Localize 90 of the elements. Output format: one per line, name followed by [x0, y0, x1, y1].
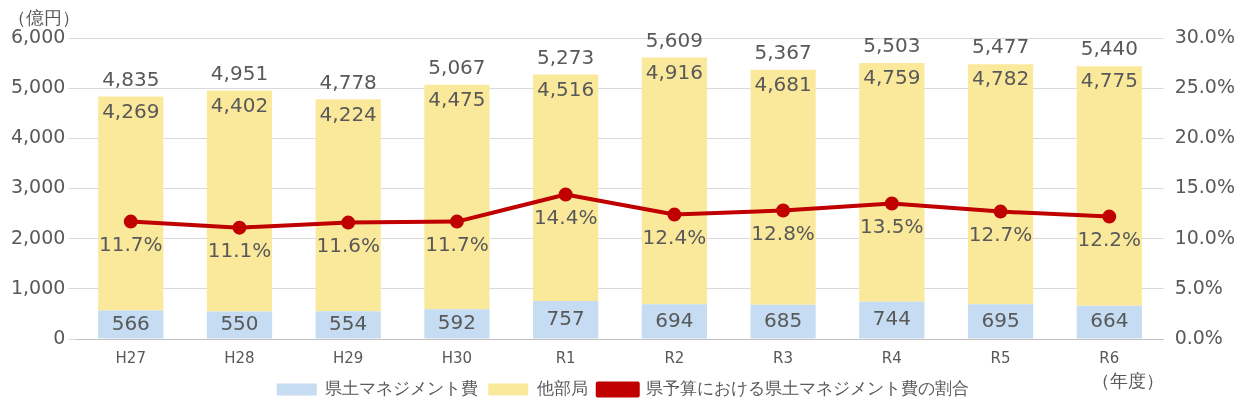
total-label: 5,067	[428, 55, 486, 80]
data-label: 4,224	[319, 101, 377, 126]
data-label: 4,759	[863, 65, 921, 90]
point	[232, 220, 247, 235]
data-label: 694	[655, 307, 694, 332]
x-tick-label: R6	[1099, 348, 1120, 367]
total-label: 5,609	[645, 27, 704, 52]
bar	[98, 96, 164, 311]
y2-tick-label: 30.0%	[1174, 24, 1235, 47]
total-label: 5,440	[1080, 36, 1138, 61]
y2-tick-label: 0.0%	[1174, 325, 1223, 348]
bar	[859, 301, 925, 339]
bar	[206, 90, 273, 312]
x-tick-label: R1	[555, 348, 576, 367]
x-tick-label: H28	[224, 348, 255, 367]
data-label: 695	[981, 307, 1020, 332]
y2-tick-label: 5.0%	[1174, 275, 1223, 298]
total-label: 5,273	[537, 44, 595, 69]
y-tick-label: 3,000	[10, 175, 66, 198]
data-label: 566	[111, 310, 150, 335]
x-axis-title: （年度）	[1091, 369, 1164, 391]
y-tick-label: 0	[53, 325, 66, 348]
data-label: 592	[437, 310, 477, 335]
total-label: 5,477	[971, 34, 1030, 59]
data-label: 11.1%	[207, 237, 272, 262]
data-label: 4,916	[645, 59, 704, 84]
data-label: 11.7%	[98, 231, 163, 256]
bar	[533, 74, 599, 302]
bar	[424, 309, 490, 339]
y-tick-label: 5,000	[10, 75, 66, 98]
data-label: 4,475	[428, 87, 486, 112]
legend-label: 県予算における県土マネジメント費の割合	[646, 377, 970, 398]
data-label: 14.4%	[533, 204, 598, 229]
point	[884, 196, 899, 211]
bar	[750, 69, 816, 305]
bar	[967, 64, 1034, 305]
data-label: 757	[546, 305, 585, 330]
data-label: 11.7%	[425, 231, 489, 256]
bar	[859, 62, 925, 302]
y-tick-label: 4,000	[10, 125, 66, 148]
data-label: 664	[1090, 308, 1129, 333]
data-label: 13.5%	[860, 213, 924, 238]
data-label: 685	[764, 307, 803, 332]
data-label: 554	[329, 311, 368, 336]
x-tick-label: H29	[333, 348, 364, 367]
x-tick-label: R2	[664, 348, 685, 367]
bar	[424, 84, 490, 310]
point	[449, 214, 464, 229]
bar	[533, 301, 599, 339]
data-label: 12.7%	[968, 221, 1033, 246]
data-label: 4,516	[537, 76, 595, 101]
x-tick-label: R5	[990, 348, 1011, 367]
data-label: 12.4%	[642, 224, 707, 249]
data-label: 4,782	[971, 66, 1030, 91]
data-label: 4,681	[754, 72, 812, 97]
y-tick-label: 2,000	[10, 225, 66, 248]
y2-tick-label: 10.0%	[1174, 225, 1235, 248]
point	[558, 187, 573, 202]
y2-tick-label: 15.0%	[1174, 175, 1235, 198]
data-label: 550	[220, 311, 259, 336]
total-label: 4,951	[210, 60, 269, 85]
x-tick-label: H27	[115, 348, 146, 367]
data-label: 11.6%	[316, 232, 380, 257]
point	[667, 207, 682, 222]
data-label: 12.2%	[1077, 226, 1142, 251]
point	[1102, 209, 1117, 224]
total-label: 4,835	[102, 66, 160, 91]
bar	[315, 99, 381, 312]
data-label: 12.8%	[751, 220, 815, 245]
y-tick-label: 1,000	[10, 275, 66, 298]
data-label: 4,775	[1080, 68, 1138, 93]
total-label: 5,367	[754, 40, 812, 65]
x-tick-label: R3	[773, 348, 794, 367]
total-label: 4,778	[319, 69, 377, 94]
total-label: 5,503	[863, 33, 921, 58]
data-label: 4,269	[102, 98, 160, 123]
point	[776, 203, 791, 218]
data-label: 744	[872, 306, 911, 331]
point	[993, 204, 1008, 219]
y2-tick-label: 20.0%	[1174, 125, 1235, 148]
y2-tick-label: 25.0%	[1174, 75, 1235, 98]
x-tick-label: H30	[441, 348, 473, 367]
bar	[1076, 66, 1142, 306]
data-label: 4,402	[210, 92, 269, 117]
legend-label: 他部局	[536, 377, 588, 398]
legend-label: 県土マネジメント費	[325, 377, 479, 398]
x-tick-label: R4	[881, 348, 902, 367]
point	[123, 214, 138, 229]
bar	[641, 57, 707, 305]
point	[341, 215, 356, 230]
